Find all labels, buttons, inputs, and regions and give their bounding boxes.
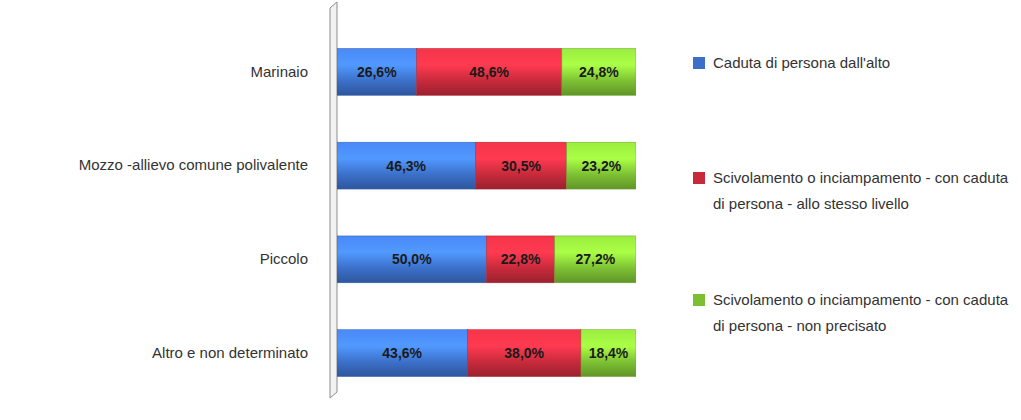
- legend-swatch: [693, 294, 705, 306]
- legend-swatch: [693, 172, 705, 184]
- bar-segment: [567, 142, 636, 189]
- data-label: 38,0%: [504, 345, 544, 361]
- data-label: 50,0%: [392, 251, 432, 267]
- tick-label: Mozzo -allievo comune polivalente: [79, 156, 308, 173]
- bar-segment: [417, 48, 562, 95]
- tick: Mozzo -allievo comune polivalente: [79, 156, 320, 173]
- bar-segment: [337, 330, 467, 377]
- data-labels: 26,6% 46,3% 50,0% 43,6% 48,6% 30,5% 22,8% 38,0%…: [357, 64, 629, 361]
- bar-segment: [337, 48, 417, 95]
- bar-segment: [467, 330, 581, 377]
- data-label: 26,6%: [357, 64, 397, 80]
- data-label: 43,6%: [382, 345, 422, 361]
- data-label: 27,2%: [575, 251, 615, 267]
- bar-segment: [337, 236, 487, 283]
- bar-segment: [487, 236, 555, 283]
- data-label: 24,8%: [579, 64, 619, 80]
- tick: Altro e non determinato: [152, 344, 320, 361]
- data-label: 22,8%: [501, 251, 541, 267]
- axis-line: [320, 26, 321, 401]
- bar-segment: [475, 142, 566, 189]
- legend-label: Caduta di persona dall'alto: [713, 50, 1013, 76]
- tick-label: Altro e non determinato: [152, 344, 308, 361]
- tick-label: Marinaio: [250, 63, 308, 80]
- legend-label: Scivolamento o inciampamento - con cadut…: [713, 287, 1013, 339]
- data-label: 30,5%: [501, 158, 541, 174]
- tick: Marinaio: [250, 63, 320, 80]
- data-label: 23,2%: [581, 158, 621, 174]
- frame: [330, 2, 337, 398]
- tick: Piccolo: [260, 250, 320, 267]
- legend-swatch: [693, 57, 705, 69]
- bar-segment: [562, 48, 636, 95]
- legend-label: Scivolamento o inciampamento - con cadut…: [713, 165, 1013, 217]
- bar-segment: [581, 330, 636, 377]
- data-label: 46,3%: [386, 158, 426, 174]
- data-label: 18,4%: [589, 345, 629, 361]
- data-label: 48,6%: [469, 64, 509, 80]
- y-axis: Marinaio Mozzo -allievo comune polivalent…: [79, 26, 321, 401]
- bar-segment: [337, 142, 475, 189]
- bar-segment: [555, 236, 636, 283]
- bars: [337, 48, 636, 376]
- tick-label: Piccolo: [260, 250, 308, 267]
